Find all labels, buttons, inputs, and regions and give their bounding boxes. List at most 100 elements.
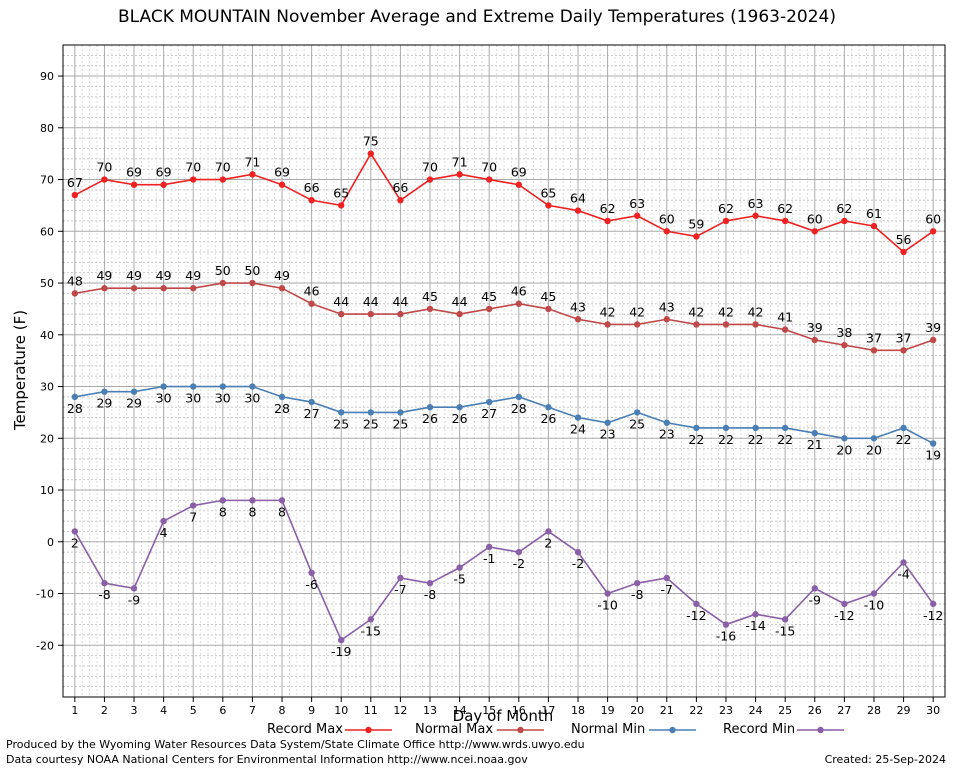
data-point (900, 347, 907, 354)
data-point (338, 310, 345, 318)
data-point (633, 579, 641, 587)
data-point (397, 310, 404, 318)
y-tick-label: 70 (40, 174, 54, 187)
y-axis-label: Temperature (F) (11, 309, 29, 431)
data-label: 37 (866, 330, 882, 345)
data-point (308, 398, 315, 406)
data-label: 28 (67, 401, 83, 416)
data-label: 67 (67, 175, 83, 190)
data-point (870, 435, 878, 442)
data-label: 22 (718, 432, 734, 447)
data-point (130, 585, 138, 592)
x-tick-label: 30 (926, 704, 940, 717)
data-label: -8 (98, 587, 111, 602)
data-label: 24 (570, 422, 586, 437)
data-label: 70 (215, 160, 231, 175)
data-label: 42 (600, 304, 616, 319)
x-tick-label: 16 (512, 704, 526, 717)
data-point (160, 285, 167, 292)
data-point (219, 176, 227, 183)
data-point (249, 383, 256, 390)
data-point (190, 383, 197, 390)
data-label: 38 (836, 325, 852, 340)
data-point (456, 171, 463, 178)
data-label: 45 (481, 289, 497, 304)
data-point (101, 579, 108, 587)
data-label: -6 (305, 577, 318, 592)
y-tick-label: 0 (47, 536, 54, 549)
data-point (811, 228, 818, 235)
x-tick-label: 14 (453, 704, 467, 717)
data-label: 19 (925, 447, 941, 462)
x-tick-label: 25 (778, 704, 792, 717)
data-label: 25 (333, 416, 349, 431)
data-label: 39 (925, 320, 941, 335)
data-label: 70 (481, 160, 497, 175)
data-label: 8 (248, 504, 256, 519)
data-label: 56 (896, 232, 912, 247)
data-label: 28 (274, 401, 290, 416)
data-point (249, 171, 256, 178)
data-point (574, 414, 582, 421)
data-point (693, 233, 700, 240)
data-point (278, 497, 286, 504)
data-point (219, 497, 227, 504)
x-tick-label: 2 (101, 704, 108, 717)
data-label: 30 (156, 391, 172, 406)
data-point (722, 217, 730, 225)
data-point (545, 404, 552, 411)
data-label: -8 (631, 587, 644, 602)
data-label: 43 (659, 299, 675, 314)
data-point (781, 424, 789, 432)
series-line-record-max (74, 152, 934, 253)
data-label: 2 (71, 535, 79, 550)
data-point (929, 228, 937, 235)
data-point (426, 579, 434, 587)
x-tick-label: 9 (308, 704, 315, 717)
x-tick-label: 19 (601, 704, 615, 717)
data-label: 22 (748, 432, 764, 447)
data-label: 64 (570, 191, 586, 206)
data-point (249, 279, 256, 287)
data-label: 62 (777, 201, 793, 216)
data-point (278, 181, 286, 188)
x-tick-label: 27 (837, 704, 851, 717)
data-label: 41 (777, 310, 793, 325)
data-point (663, 228, 670, 235)
data-point (574, 207, 582, 214)
data-label: 42 (748, 304, 764, 319)
data-point (397, 409, 404, 416)
data-point (811, 585, 818, 592)
y-tick-label: 40 (40, 329, 54, 342)
data-label: 49 (274, 268, 290, 283)
data-labels: 67 70 69 69 70 70 71 69 66 65 75 66 70 71 70 69 65 64 62 63… (67, 134, 943, 659)
data-point (545, 305, 552, 313)
data-label: 20 (836, 442, 852, 457)
data-label: 75 (363, 134, 379, 149)
data-point (633, 212, 641, 219)
data-label: 21 (807, 437, 823, 452)
data-point (515, 300, 522, 307)
data-label: 50 (215, 263, 231, 278)
footer-data-courtesy: Data courtesy NOAA National Centers for … (6, 753, 528, 766)
legend-symbols (345, 726, 844, 734)
data-point (219, 383, 227, 390)
data-label: 61 (866, 206, 882, 221)
data-point (929, 600, 937, 608)
data-point (604, 321, 611, 328)
data-label: 44 (452, 294, 468, 309)
series-line-record-min (74, 499, 934, 642)
data-label: -10 (864, 598, 884, 613)
data-point (870, 222, 878, 230)
data-point (604, 590, 611, 597)
data-point (367, 409, 375, 416)
data-label: 28 (511, 401, 527, 416)
y-tick-label: 50 (40, 277, 54, 290)
data-point (486, 176, 493, 183)
x-tick-label: 1 (71, 704, 78, 717)
data-point (426, 176, 434, 183)
data-point (338, 202, 345, 209)
data-point (515, 548, 522, 556)
data-point (219, 279, 227, 287)
x-tick-label: 10 (334, 704, 348, 717)
